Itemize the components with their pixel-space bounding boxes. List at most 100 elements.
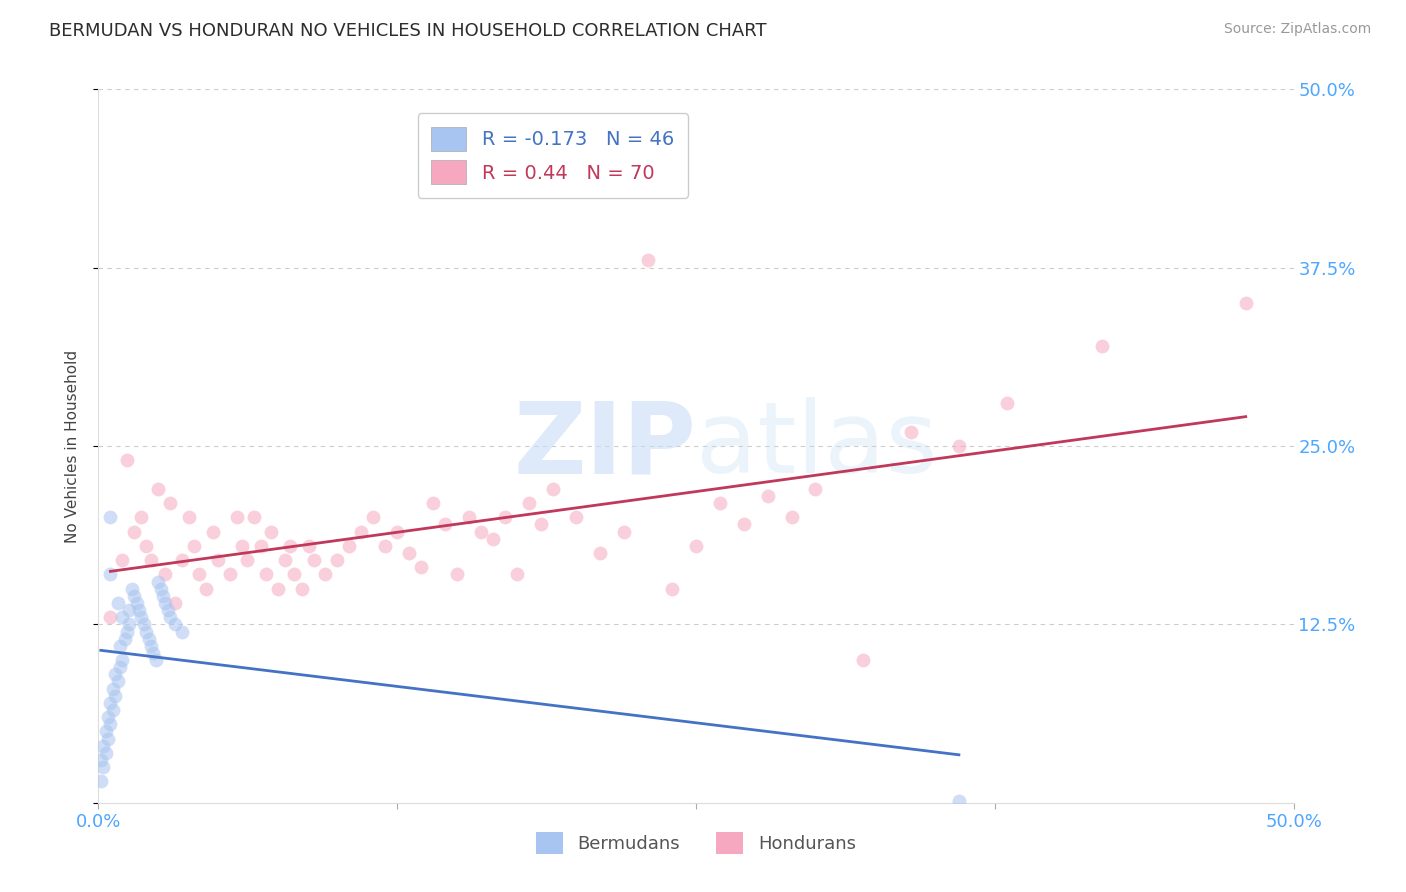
Point — [98, 510, 122, 524]
Point — [104, 689, 127, 703]
Point — [179, 510, 201, 524]
Point — [458, 510, 481, 524]
Point — [709, 496, 731, 510]
Point — [128, 603, 150, 617]
Point — [235, 553, 257, 567]
Point — [115, 453, 138, 467]
Point — [804, 482, 827, 496]
Point — [398, 546, 420, 560]
Y-axis label: No Vehicles in Household: No Vehicles in Household — [65, 350, 80, 542]
Point — [152, 589, 174, 603]
Point — [149, 582, 172, 596]
Point — [1234, 296, 1257, 310]
Point — [101, 703, 124, 717]
Point — [139, 553, 162, 567]
Point — [97, 710, 120, 724]
Point — [124, 524, 146, 539]
Point — [243, 510, 266, 524]
Point — [685, 539, 707, 553]
Point — [250, 539, 273, 553]
Text: ZIP: ZIP — [513, 398, 696, 494]
Point — [1091, 339, 1114, 353]
Point — [207, 553, 229, 567]
Point — [995, 396, 1018, 410]
Point — [155, 567, 177, 582]
Point — [434, 517, 457, 532]
Point — [298, 539, 321, 553]
Point — [315, 567, 337, 582]
Point — [125, 596, 148, 610]
Point — [155, 596, 177, 610]
Point — [124, 589, 146, 603]
Point — [350, 524, 373, 539]
Point — [91, 760, 114, 774]
Point — [259, 524, 281, 539]
Point — [138, 632, 160, 646]
Point — [90, 774, 112, 789]
Point — [132, 617, 155, 632]
Point — [900, 425, 922, 439]
Point — [94, 746, 117, 760]
Point — [219, 567, 242, 582]
Point — [159, 610, 181, 624]
Point — [107, 596, 129, 610]
Point — [661, 582, 683, 596]
Point — [108, 639, 131, 653]
Point — [541, 482, 564, 496]
Point — [267, 582, 290, 596]
Point — [163, 596, 186, 610]
Point — [183, 539, 205, 553]
Point — [98, 610, 122, 624]
Point — [195, 582, 218, 596]
Point — [202, 524, 225, 539]
Point — [589, 546, 612, 560]
Point — [111, 553, 134, 567]
Point — [756, 489, 779, 503]
Point — [135, 624, 157, 639]
Text: BERMUDAN VS HONDURAN NO VEHICLES IN HOUSEHOLD CORRELATION CHART: BERMUDAN VS HONDURAN NO VEHICLES IN HOUS… — [49, 22, 766, 40]
Point — [411, 560, 433, 574]
Point — [118, 617, 141, 632]
Point — [159, 496, 181, 510]
Point — [107, 674, 129, 689]
Point — [506, 567, 529, 582]
Legend: Bermudans, Hondurans: Bermudans, Hondurans — [529, 825, 863, 862]
Point — [254, 567, 277, 582]
Point — [374, 539, 396, 553]
Point — [291, 582, 314, 596]
Point — [131, 610, 153, 624]
Point — [565, 510, 588, 524]
Point — [172, 553, 194, 567]
Point — [121, 582, 143, 596]
Point — [274, 553, 297, 567]
Point — [422, 496, 444, 510]
Point — [948, 439, 970, 453]
Point — [385, 524, 409, 539]
Point — [733, 517, 755, 532]
Point — [98, 696, 122, 710]
Point — [494, 510, 516, 524]
Point — [111, 653, 134, 667]
Point — [101, 681, 124, 696]
Point — [278, 539, 301, 553]
Point — [148, 482, 170, 496]
Point — [948, 794, 970, 808]
Point — [302, 553, 325, 567]
Point — [114, 632, 136, 646]
Point — [339, 539, 361, 553]
Point — [231, 539, 253, 553]
Point — [98, 567, 122, 582]
Point — [111, 610, 134, 624]
Point — [481, 532, 505, 546]
Point — [108, 660, 131, 674]
Point — [148, 574, 170, 589]
Point — [363, 510, 385, 524]
Point — [187, 567, 209, 582]
Point — [852, 653, 875, 667]
Point — [104, 667, 127, 681]
Point — [91, 739, 114, 753]
Point — [530, 517, 553, 532]
Point — [326, 553, 349, 567]
Point — [118, 603, 141, 617]
Point — [517, 496, 540, 510]
